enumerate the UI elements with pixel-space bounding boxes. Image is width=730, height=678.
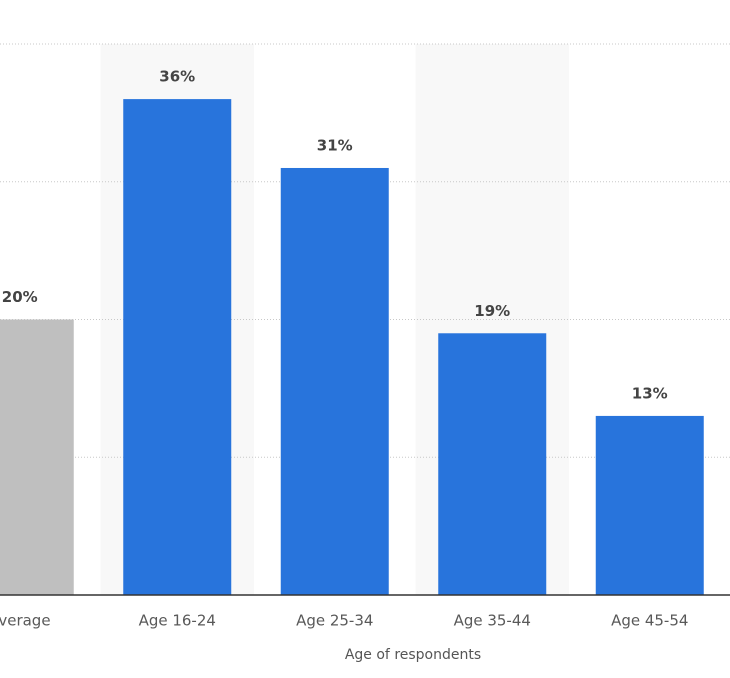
bar [123,99,232,595]
value-label: 19% [474,302,510,320]
value-label: 20% [2,288,38,306]
bar [438,333,547,595]
x-tick-label: Average [0,612,51,630]
x-tick-label: Age 35-44 [454,612,531,630]
bar [595,415,704,595]
x-tick-label: Age 16-24 [139,612,216,630]
x-axis-title: Age of respondents [345,647,481,663]
x-tick-label: Age 25-34 [296,612,373,630]
x-tick-label: Age 45-54 [611,612,688,630]
value-label: 13% [632,384,668,402]
value-label: 36% [159,68,195,86]
bar [0,319,74,595]
value-label: 31% [317,136,353,154]
bar [280,167,389,595]
